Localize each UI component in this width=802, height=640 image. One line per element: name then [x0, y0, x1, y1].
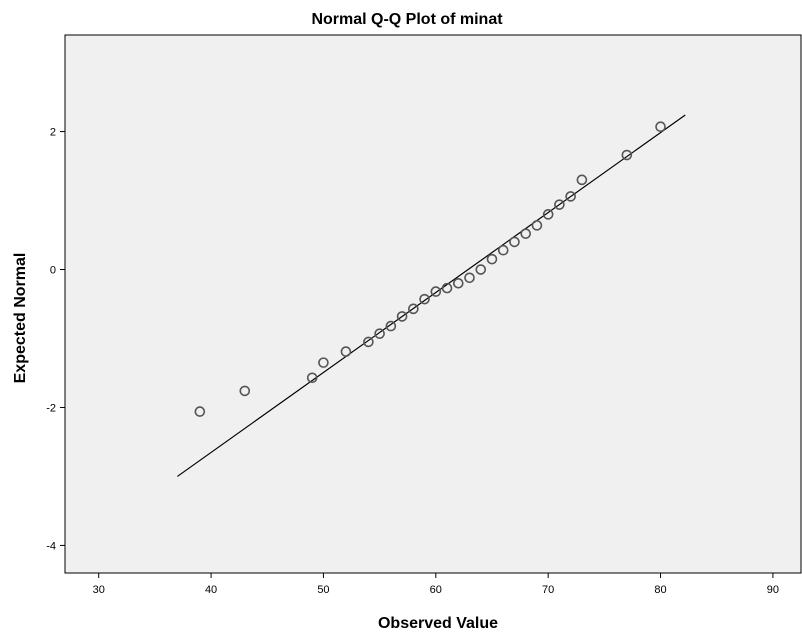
y-tick-label: -2	[46, 402, 56, 414]
x-ticks: 30 40 50 60 70 80 90	[93, 573, 779, 596]
data-point	[363, 336, 374, 348]
y-tick-label: 2	[50, 127, 56, 139]
x-tick-label: 50	[317, 584, 329, 596]
reference-line	[177, 114, 686, 477]
data-point	[239, 385, 251, 397]
x-tick-label: 70	[542, 584, 554, 596]
data-point	[497, 244, 509, 256]
y-axis-label: Expected Normal	[12, 253, 29, 384]
x-tick-label: 60	[430, 584, 442, 596]
data-point	[340, 346, 352, 357]
data-point	[655, 121, 666, 133]
data-point	[441, 282, 453, 294]
data-point	[542, 209, 554, 220]
x-tick-label: 40	[205, 584, 217, 596]
x-tick-label: 90	[767, 584, 779, 596]
data-point	[408, 303, 419, 315]
data-point	[306, 372, 318, 384]
data-point	[509, 236, 520, 248]
data-point	[430, 286, 442, 297]
data-point	[520, 228, 532, 239]
data-point	[318, 357, 329, 368]
data-point	[621, 149, 633, 161]
y-tick-label: 0	[50, 265, 56, 277]
data-point	[565, 191, 576, 202]
data-point	[486, 253, 498, 265]
data-point	[531, 220, 543, 231]
y-ticks: 2 0 -2 -4	[46, 127, 65, 552]
chart-title: Normal Q-Q Plot of minat	[311, 11, 503, 28]
plot-area	[64, 34, 802, 574]
data-points	[194, 121, 666, 417]
data-point	[385, 320, 397, 332]
data-point	[374, 328, 385, 339]
data-point	[464, 272, 475, 284]
data-point	[452, 278, 464, 289]
data-point	[475, 264, 487, 275]
data-point	[396, 311, 408, 322]
y-tick-label: -4	[46, 540, 56, 552]
data-point	[576, 174, 588, 186]
data-point	[194, 406, 206, 417]
x-tick-label: 30	[93, 584, 105, 596]
data-point	[554, 199, 565, 210]
x-tick-label: 80	[654, 584, 666, 596]
data-point	[419, 293, 430, 305]
x-axis-label: Observed Value	[378, 615, 498, 632]
